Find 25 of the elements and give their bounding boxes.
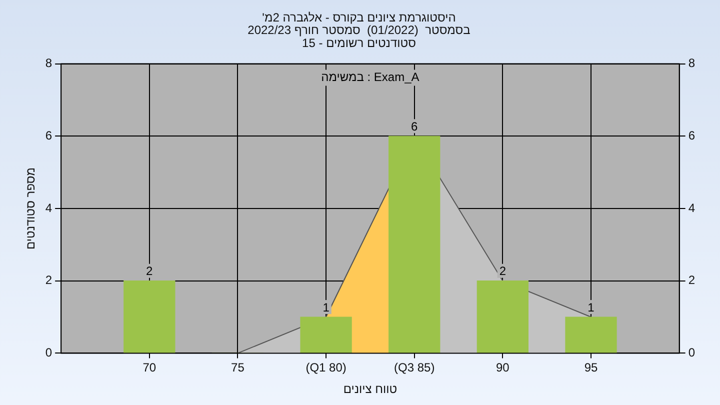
x-axis-title: טווח ציונים <box>343 382 398 396</box>
y-tick-label: 8 <box>45 56 52 70</box>
y2-tick-label: 8 <box>688 56 696 70</box>
annotation: במשימה : Exam_A <box>321 70 420 84</box>
y-tick-label: 2 <box>45 273 52 288</box>
x-tick-label: 75 <box>231 360 245 375</box>
x-tick-label: 70 <box>142 360 156 375</box>
data-label: 1 <box>588 300 595 314</box>
x-tick-label: (Q1 80) <box>306 360 346 375</box>
y2-tick-label: 0 <box>688 346 696 360</box>
x-tick-label: 95 <box>584 360 598 375</box>
y2-tick-label: 4 <box>688 200 696 215</box>
data-label: 2 <box>499 264 506 278</box>
x-tick-label: 90 <box>496 360 510 375</box>
y-tick-label: 0 <box>45 346 52 360</box>
data-label: 1 <box>322 300 330 314</box>
y2-tick-label: 2 <box>688 273 696 288</box>
data-label: 2 <box>146 264 154 278</box>
y2-tick-label: 6 <box>688 128 696 142</box>
x-tick-label: (Q3 85) <box>394 360 435 375</box>
chart-title: 'היסטוגרמת ציונים בקורס - אלגברה 2מ בסמסטר (01/2022) סמסטר חורף 2022/23 סטודנטים רשומים - 15 <box>248 10 470 50</box>
y-tick-label: 6 <box>45 128 52 142</box>
y-axis-title: מספר סטודנטים <box>24 167 38 250</box>
y-tick-label: 4 <box>45 200 52 215</box>
data-label: 6 <box>411 119 418 134</box>
